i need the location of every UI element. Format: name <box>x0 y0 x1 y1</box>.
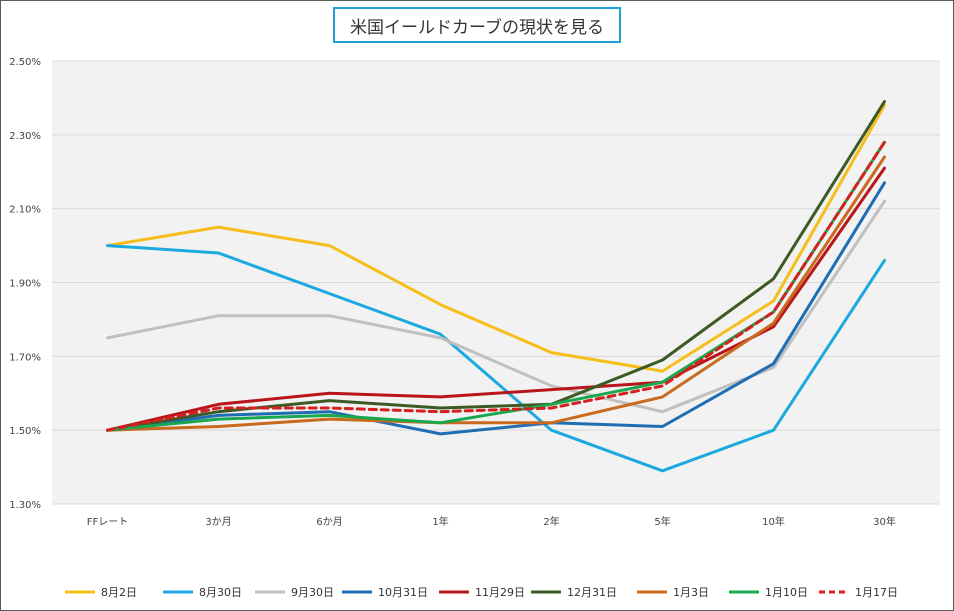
legend: 8月2日 8月30日 9月30日 10月31日 11月29日 12月31日 1月3日 1月10… <box>65 586 898 599</box>
y-tick-label: 2.50% <box>9 57 41 68</box>
x-tick-label: 10年 <box>762 515 785 528</box>
series-line-1 <box>106 244 886 473</box>
legend-label: 8月30日 <box>199 586 242 599</box>
series-line-8 <box>106 140 886 432</box>
series-line-3 <box>106 181 886 436</box>
x-tick-label: 2年 <box>543 515 559 528</box>
legend-label: 10月31日 <box>378 586 428 599</box>
series-line-6 <box>106 155 886 432</box>
chart-title: 米国イールドカーブの現状を見る <box>333 7 621 43</box>
legend-label: 12月31日 <box>567 586 617 599</box>
x-tick-label: 1年 <box>432 515 448 528</box>
x-tick-label: 6か月 <box>316 516 342 528</box>
y-tick-label: 1.70% <box>9 352 41 363</box>
gridlines <box>52 60 940 505</box>
y-tick-label: 1.50% <box>9 426 41 437</box>
x-tick-label: FFレート <box>87 517 129 528</box>
legend-label: 9月30日 <box>291 586 334 599</box>
series-lines <box>106 100 886 473</box>
y-axis-ticks: 1.30% 1.50% 1.70% 1.90% 2.10% 2.30% 2.50% <box>9 57 41 511</box>
x-tick-label: 5年 <box>654 515 670 528</box>
series-line-0 <box>106 103 886 373</box>
series-line-5 <box>106 100 886 432</box>
x-axis-ticks: FFレート 3か月 6か月 1年 2年 5年 10年 30年 <box>87 515 896 528</box>
legend-label: 8月2日 <box>101 586 137 599</box>
y-tick-label: 2.30% <box>9 131 41 142</box>
y-tick-label: 2.10% <box>9 205 41 216</box>
legend-label: 1月17日 <box>855 586 898 599</box>
x-tick-label: 30年 <box>873 515 896 528</box>
y-tick-label: 1.90% <box>9 279 41 290</box>
legend-label: 1月3日 <box>673 586 709 599</box>
y-tick-label: 1.30% <box>9 500 41 511</box>
legend-label: 1月10日 <box>765 586 808 599</box>
legend-label: 11月29日 <box>475 586 525 599</box>
x-tick-label: 3か月 <box>205 516 231 528</box>
